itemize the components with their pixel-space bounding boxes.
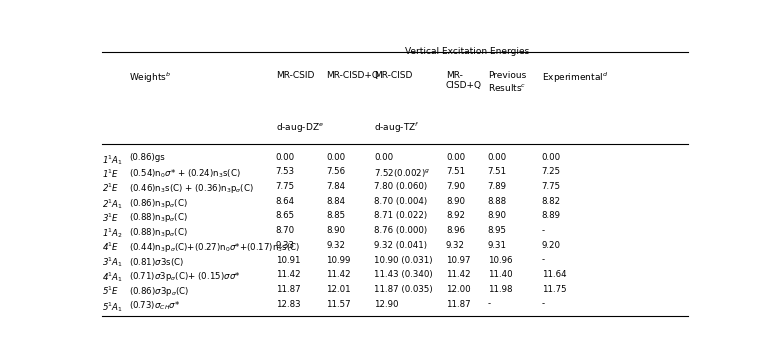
Text: (0.73)$\sigma$$_{CH}$$\sigma$*: (0.73)$\sigma$$_{CH}$$\sigma$* [130, 300, 180, 312]
Text: (0.86)gs: (0.86)gs [130, 153, 165, 162]
Text: 8.64: 8.64 [276, 197, 295, 206]
Text: 7.89: 7.89 [488, 182, 507, 191]
Text: 3$^1$A$_1$: 3$^1$A$_1$ [103, 256, 123, 269]
Text: 8.96: 8.96 [446, 226, 465, 235]
Text: -: - [541, 300, 544, 309]
Text: 0.00: 0.00 [488, 153, 507, 162]
Text: (0.86)$\sigma$3p$_\sigma$(C): (0.86)$\sigma$3p$_\sigma$(C) [130, 285, 190, 298]
Text: MR-
CISD+Q: MR- CISD+Q [446, 71, 482, 90]
Text: MR-CISD: MR-CISD [374, 71, 412, 80]
Text: 7.52(0.002)$^g$: 7.52(0.002)$^g$ [374, 167, 430, 179]
Text: (0.86)n$_3$p$_\sigma$(C): (0.86)n$_3$p$_\sigma$(C) [130, 197, 188, 210]
Text: 4$^1$E: 4$^1$E [103, 241, 120, 253]
Text: 5$^1$A$_1$: 5$^1$A$_1$ [103, 300, 123, 314]
Text: 11.42: 11.42 [326, 270, 351, 279]
Text: 7.84: 7.84 [326, 182, 345, 191]
Text: 1$^1$E: 1$^1$E [103, 167, 120, 180]
Text: 1$^1$A$_1$: 1$^1$A$_1$ [103, 153, 123, 167]
Text: 11.42: 11.42 [276, 270, 300, 279]
Text: Weights$^b$: Weights$^b$ [130, 71, 172, 85]
Text: (0.54)n$_0$$\sigma$* + (0.24)n$_3$s(C): (0.54)n$_0$$\sigma$* + (0.24)n$_3$s(C) [130, 167, 241, 180]
Text: 0.00: 0.00 [374, 153, 393, 162]
Text: 9.32 (0.041): 9.32 (0.041) [374, 241, 427, 250]
Text: 2$^1$A$_1$: 2$^1$A$_1$ [103, 197, 123, 211]
Text: (0.81)$\sigma$3s(C): (0.81)$\sigma$3s(C) [130, 256, 184, 267]
Text: 10.91: 10.91 [276, 256, 300, 265]
Text: 10.97: 10.97 [446, 256, 470, 265]
Text: 8.82: 8.82 [541, 197, 561, 206]
Text: 12.00: 12.00 [446, 285, 470, 294]
Text: 0.00: 0.00 [326, 153, 345, 162]
Text: 9.32: 9.32 [446, 241, 465, 250]
Text: 7.80 (0.060): 7.80 (0.060) [374, 182, 427, 191]
Text: 8.85: 8.85 [326, 211, 345, 220]
Text: 7.90: 7.90 [446, 182, 465, 191]
Text: 12.01: 12.01 [326, 285, 351, 294]
Text: 5$^1$E: 5$^1$E [103, 285, 120, 297]
Text: (0.46)n$_3$s(C) + (0.36)n$_3$p$_\sigma$(C): (0.46)n$_3$s(C) + (0.36)n$_3$p$_\sigma$(… [130, 182, 254, 195]
Text: 10.90 (0.031): 10.90 (0.031) [374, 256, 433, 265]
Text: 9.32: 9.32 [326, 241, 345, 250]
Text: 8.90: 8.90 [446, 197, 465, 206]
Text: -: - [541, 256, 544, 265]
Text: 8.95: 8.95 [488, 226, 507, 235]
Text: 7.75: 7.75 [541, 182, 561, 191]
Text: 8.65: 8.65 [276, 211, 295, 220]
Text: (0.88)n$_3$p$_\sigma$(C): (0.88)n$_3$p$_\sigma$(C) [130, 211, 188, 225]
Text: 11.87: 11.87 [446, 300, 470, 309]
Text: 7.56: 7.56 [326, 167, 345, 176]
Text: 12.83: 12.83 [276, 300, 300, 309]
Text: 4$^1$A$_1$: 4$^1$A$_1$ [103, 270, 123, 284]
Text: 1$^1$A$_2$: 1$^1$A$_2$ [103, 226, 123, 240]
Text: 8.70 (0.004): 8.70 (0.004) [374, 197, 427, 206]
Text: 8.90: 8.90 [326, 226, 345, 235]
Text: 11.98: 11.98 [488, 285, 512, 294]
Text: 8.76 (0.000): 8.76 (0.000) [374, 226, 427, 235]
Text: 2$^1$E: 2$^1$E [103, 182, 120, 194]
Text: 11.75: 11.75 [541, 285, 566, 294]
Text: -: - [488, 300, 491, 309]
Text: 9.20: 9.20 [541, 241, 561, 250]
Text: 11.43 (0.340): 11.43 (0.340) [374, 270, 433, 279]
Text: 11.42: 11.42 [446, 270, 470, 279]
Text: 3$^1$E: 3$^1$E [103, 211, 120, 224]
Text: MR-CSID: MR-CSID [276, 71, 314, 80]
Text: 10.99: 10.99 [326, 256, 351, 265]
Text: (0.71)$\sigma$3p$_\sigma$(C)+ (0.15)$\sigma\sigma$*: (0.71)$\sigma$3p$_\sigma$(C)+ (0.15)$\si… [130, 270, 241, 283]
Text: (0.88)n$_3$p$_\sigma$(C): (0.88)n$_3$p$_\sigma$(C) [130, 226, 188, 239]
Text: MR-CISD+Q: MR-CISD+Q [326, 71, 379, 80]
Text: 9.31: 9.31 [488, 241, 507, 250]
Text: 11.40: 11.40 [488, 270, 513, 279]
Text: d-aug-TZ$^f$: d-aug-TZ$^f$ [374, 121, 420, 135]
Text: 8.84: 8.84 [326, 197, 345, 206]
Text: d-aug-DZ$^e$: d-aug-DZ$^e$ [276, 121, 324, 134]
Text: 11.87: 11.87 [276, 285, 300, 294]
Text: 7.51: 7.51 [488, 167, 507, 176]
Text: 7.51: 7.51 [446, 167, 465, 176]
Text: 12.90: 12.90 [374, 300, 399, 309]
Text: 11.64: 11.64 [541, 270, 566, 279]
Text: 8.70: 8.70 [276, 226, 295, 235]
Text: (0.44)n$_3$p$_\sigma$(C)+(0.27)n$_0$$\sigma$*+(0.17)n$_3$s(C): (0.44)n$_3$p$_\sigma$(C)+(0.27)n$_0$$\si… [130, 241, 301, 254]
Text: 8.90: 8.90 [488, 211, 507, 220]
Text: 0.00: 0.00 [541, 153, 561, 162]
Text: Previous
Results$^c$: Previous Results$^c$ [488, 71, 526, 93]
Text: 11.87 (0.035): 11.87 (0.035) [374, 285, 433, 294]
Text: 11.57: 11.57 [326, 300, 351, 309]
Text: Vertical Excitation Energies: Vertical Excitation Energies [405, 48, 529, 57]
Text: 8.71 (0.022): 8.71 (0.022) [374, 211, 427, 220]
Text: 7.25: 7.25 [541, 167, 561, 176]
Text: -: - [541, 226, 544, 235]
Text: 0.00: 0.00 [276, 153, 295, 162]
Text: 7.53: 7.53 [276, 167, 295, 176]
Text: Experimental$^d$: Experimental$^d$ [541, 71, 608, 85]
Text: 8.88: 8.88 [488, 197, 507, 206]
Text: 7.75: 7.75 [276, 182, 295, 191]
Text: 8.89: 8.89 [541, 211, 561, 220]
Text: 0.00: 0.00 [446, 153, 465, 162]
Text: 9.33: 9.33 [276, 241, 295, 250]
Text: 8.92: 8.92 [446, 211, 465, 220]
Text: 10.96: 10.96 [488, 256, 512, 265]
